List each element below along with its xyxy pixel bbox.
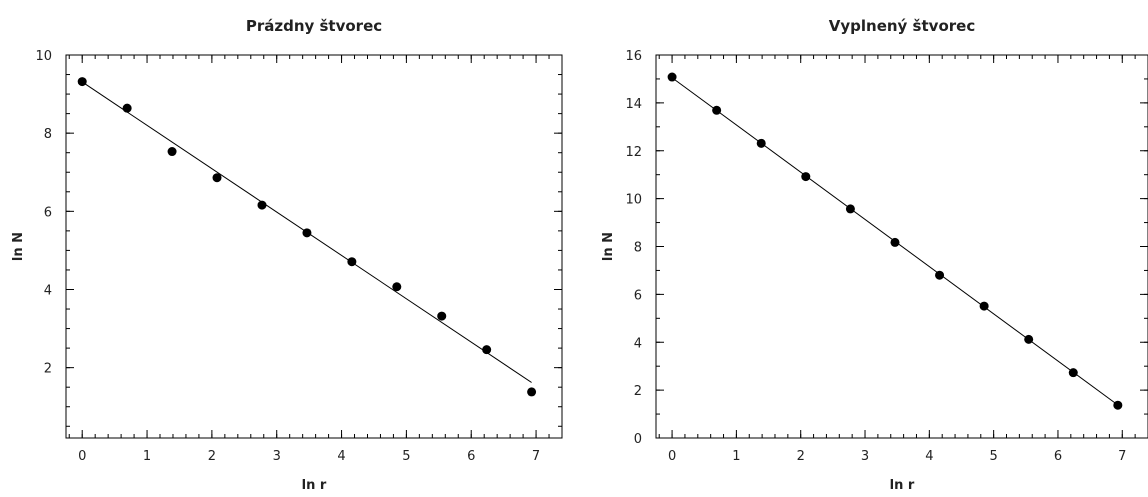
data-point [302, 228, 312, 238]
chart-panel-left: 0 1 2 3 4 5 6 7 2 4 6 8 10 Prázdny štvorec ln r ln N [11, 17, 563, 493]
data-point [667, 72, 677, 82]
data-point [1068, 368, 1078, 378]
x-tick-label: 1 [143, 449, 151, 464]
y-axis-label: ln N [601, 232, 616, 261]
data-point [712, 105, 722, 115]
data-point [527, 387, 537, 397]
data-point [890, 237, 900, 247]
y-tick-label: 2 [634, 384, 642, 399]
x-tick-label: 2 [797, 449, 805, 464]
data-point [1113, 400, 1123, 410]
x-axis-label: ln r [302, 478, 327, 493]
x-tick-label: 6 [467, 449, 475, 464]
y-tick-label: 4 [44, 283, 52, 298]
data-point [212, 173, 222, 183]
data-point [77, 77, 87, 87]
data-point [437, 311, 447, 321]
x-tick-label: 2 [208, 449, 216, 464]
data-point [392, 282, 402, 292]
data-point [756, 138, 766, 148]
data-point [1024, 334, 1034, 344]
x-tick-label: 7 [1118, 449, 1126, 464]
data-point [482, 345, 492, 355]
y-tick-label: 10 [625, 193, 642, 208]
x-tick-label: 3 [273, 449, 281, 464]
y-tick-label: 0 [634, 432, 642, 447]
x-tick-label: 5 [402, 449, 410, 464]
data-point [257, 200, 267, 210]
y-tick-label: 4 [634, 336, 642, 351]
y-tick-label: 6 [634, 288, 642, 303]
data-point [935, 270, 945, 280]
y-tick-label: 10 [35, 49, 52, 64]
data-point [979, 301, 989, 311]
x-tick-label: 0 [668, 449, 676, 464]
y-tick-label: 8 [634, 241, 642, 256]
data-point [801, 172, 811, 182]
chart-title: Vyplnený štvorec [829, 17, 975, 35]
x-tick-label: 3 [861, 449, 869, 464]
x-tick-label: 4 [337, 449, 345, 464]
x-axis-label: ln r [890, 478, 915, 493]
y-tick-label: 2 [44, 362, 52, 377]
x-tick-label: 7 [532, 449, 540, 464]
x-tick-label: 5 [990, 449, 998, 464]
x-tick-label: 4 [925, 449, 933, 464]
x-tick-label: 6 [1054, 449, 1062, 464]
chart-title: Prázdny štvorec [246, 17, 382, 35]
data-point [347, 257, 357, 267]
y-tick-label: 8 [44, 127, 52, 142]
data-point [122, 103, 132, 113]
data-point [845, 204, 855, 214]
y-tick-label: 6 [44, 205, 52, 220]
y-tick-label: 12 [625, 145, 642, 160]
plot-frame [65, 54, 563, 439]
y-tick-label: 16 [625, 49, 642, 64]
data-point [167, 147, 177, 157]
x-tick-label: 0 [78, 449, 86, 464]
y-tick-label: 14 [625, 97, 642, 112]
y-axis-label: ln N [11, 232, 26, 261]
x-tick-label: 1 [732, 449, 740, 464]
